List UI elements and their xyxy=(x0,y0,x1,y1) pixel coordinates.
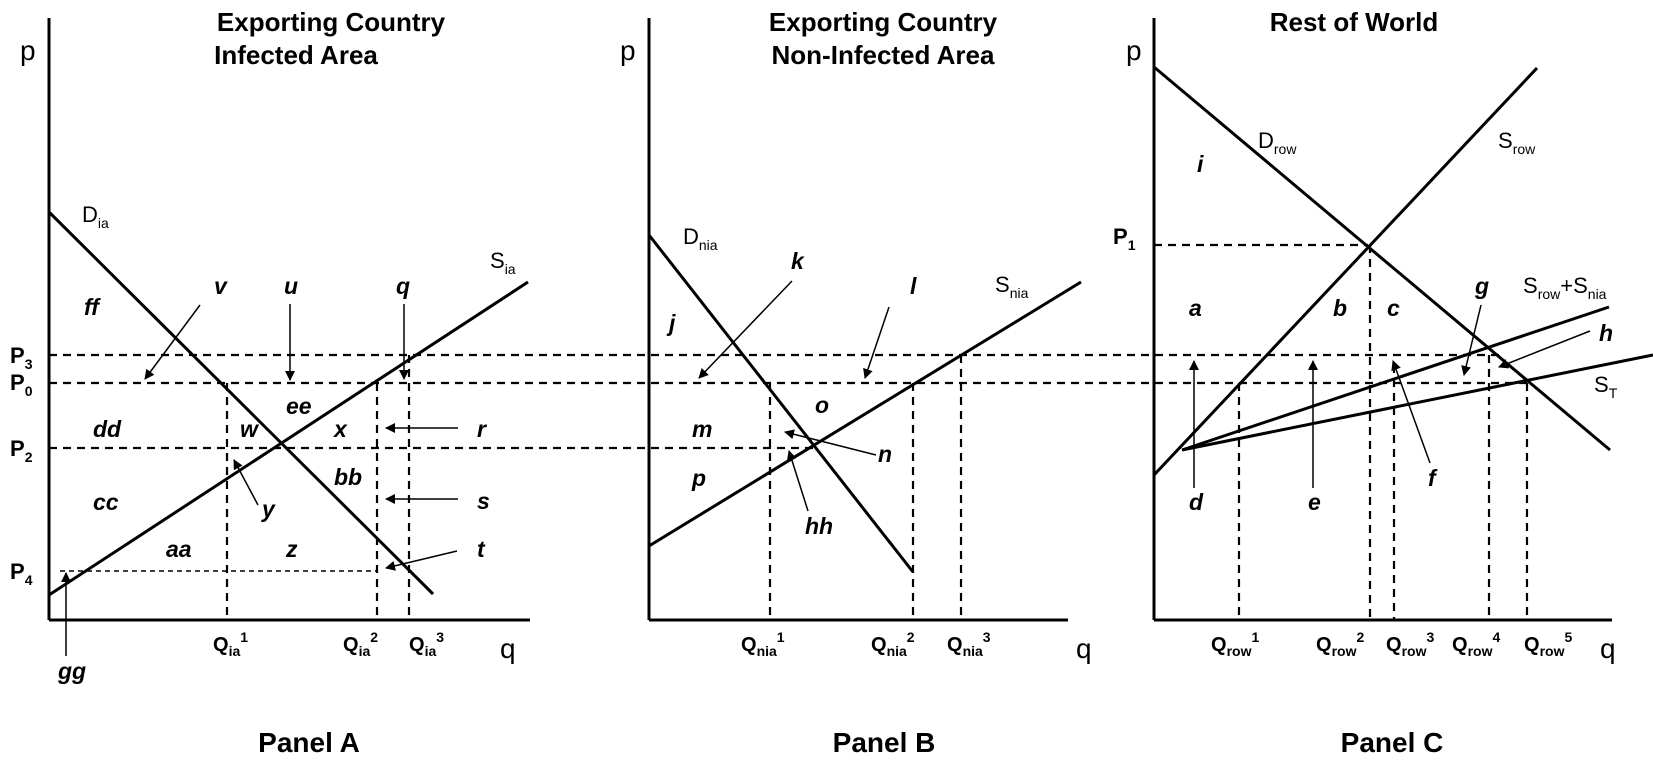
qrow2-label: Qrow2 xyxy=(1316,629,1364,659)
region-r: r xyxy=(477,416,487,442)
region-ee: ee xyxy=(286,393,312,419)
arrow-y xyxy=(233,459,259,506)
p-axis-label-b: p xyxy=(620,35,636,66)
qrow3-label: Qrow3 xyxy=(1386,629,1434,659)
region-j: j xyxy=(666,310,676,336)
title-panel-b-line2: Non-Infected Area xyxy=(772,40,995,70)
region-m: m xyxy=(692,416,712,442)
region-b: b xyxy=(1333,295,1347,321)
region-l: l xyxy=(910,273,917,299)
qrow5-label: Qrow5 xyxy=(1524,629,1572,659)
region-h: h xyxy=(1599,320,1613,346)
qrow4-label: Qrow4 xyxy=(1452,629,1500,659)
supply-curve-rest-of-world xyxy=(1152,66,1539,477)
arrow-k xyxy=(698,280,793,379)
region-hh: hh xyxy=(805,513,833,539)
arrow-n xyxy=(784,429,877,456)
demand-curve-infected xyxy=(47,210,435,596)
qia3-label: Qia3 xyxy=(409,629,444,659)
axes-panel-a xyxy=(47,18,530,622)
demand-curve-rest-of-world xyxy=(1153,65,1611,452)
s-row-plus-s-nia-label: Srow+Snia xyxy=(1523,273,1607,302)
region-dd: dd xyxy=(93,416,122,442)
supply-curve-infected xyxy=(48,280,529,597)
region-t: t xyxy=(477,536,486,562)
region-w: w xyxy=(240,416,260,442)
qnia3-label: Qnia3 xyxy=(947,629,991,659)
title-panel-c: Rest of World xyxy=(1270,7,1439,37)
arrow-f xyxy=(1391,360,1431,464)
qia1-label: Qia1 xyxy=(213,629,248,659)
region-o: o xyxy=(815,392,829,418)
p3-label: P3 xyxy=(10,343,33,372)
q-axis-label-b: q xyxy=(1076,633,1092,664)
axes-panel-b xyxy=(647,18,1068,622)
s-row-label: Srow xyxy=(1498,128,1536,157)
region-s: s xyxy=(477,488,490,514)
region-k: k xyxy=(791,248,805,274)
arrow-v xyxy=(144,304,201,380)
region-c: c xyxy=(1387,295,1400,321)
region-aa: aa xyxy=(166,536,192,562)
caption-panel-b: Panel B xyxy=(833,727,936,758)
p0-label: P0 xyxy=(10,370,33,399)
s-nia-label: Snia xyxy=(995,272,1029,301)
q-axis-label-c: q xyxy=(1600,633,1616,664)
region-v: v xyxy=(214,273,228,299)
qnia1-label: Qnia1 xyxy=(741,629,785,659)
region-d: d xyxy=(1189,489,1204,515)
d-ia-label: Dia xyxy=(82,202,109,231)
s-t-label: ST xyxy=(1594,372,1618,401)
axes-panel-c xyxy=(1152,18,1612,622)
region-cc: cc xyxy=(93,489,119,515)
region-q: q xyxy=(396,273,410,299)
arrow-g xyxy=(1461,304,1482,376)
d-nia-label: Dnia xyxy=(683,224,718,253)
region-x: x xyxy=(332,416,348,442)
region-g: g xyxy=(1474,273,1489,299)
caption-panel-c: Panel C xyxy=(1341,727,1444,758)
title-panel-a-line1: Exporting Country xyxy=(217,7,446,37)
title-panel-a-line2: Infected Area xyxy=(214,40,378,70)
region-gg: gg xyxy=(57,658,86,684)
q-axis-label-a: q xyxy=(500,633,516,664)
p-axis-label-c: p xyxy=(1126,35,1142,66)
region-z: z xyxy=(285,536,298,562)
arrow-l xyxy=(863,306,890,379)
arrow-h xyxy=(1498,330,1591,369)
combined-supply-curve xyxy=(1181,305,1610,452)
s-ia-label: Sia xyxy=(490,248,516,277)
p4-label: P4 xyxy=(10,559,33,588)
region-u: u xyxy=(284,273,298,299)
arrow-hh xyxy=(786,450,809,512)
p-axis-label-a: p xyxy=(20,35,36,66)
region-i: i xyxy=(1197,151,1204,177)
caption-panel-a: Panel A xyxy=(258,727,360,758)
region-ff: ff xyxy=(84,294,101,320)
qia2-label: Qia2 xyxy=(343,629,378,659)
title-panel-b-line1: Exporting Country xyxy=(769,7,998,37)
region-p: p xyxy=(691,465,706,491)
qrow1-label: Qrow1 xyxy=(1211,629,1259,659)
region-y: y xyxy=(261,496,276,522)
region-e: e xyxy=(1308,489,1321,515)
d-row-label: Drow xyxy=(1258,128,1297,157)
arrow-t xyxy=(385,550,458,571)
total-supply-curve xyxy=(1181,353,1653,452)
qnia2-label: Qnia2 xyxy=(871,629,915,659)
p2-label: P2 xyxy=(10,436,33,465)
region-f: f xyxy=(1428,465,1438,491)
region-bb: bb xyxy=(334,464,362,490)
demand-curve-non-infected xyxy=(647,234,915,573)
p1-label: P1 xyxy=(1113,224,1136,253)
region-a: a xyxy=(1189,295,1202,321)
region-n: n xyxy=(878,441,892,467)
supply-curve-non-infected xyxy=(648,280,1082,548)
